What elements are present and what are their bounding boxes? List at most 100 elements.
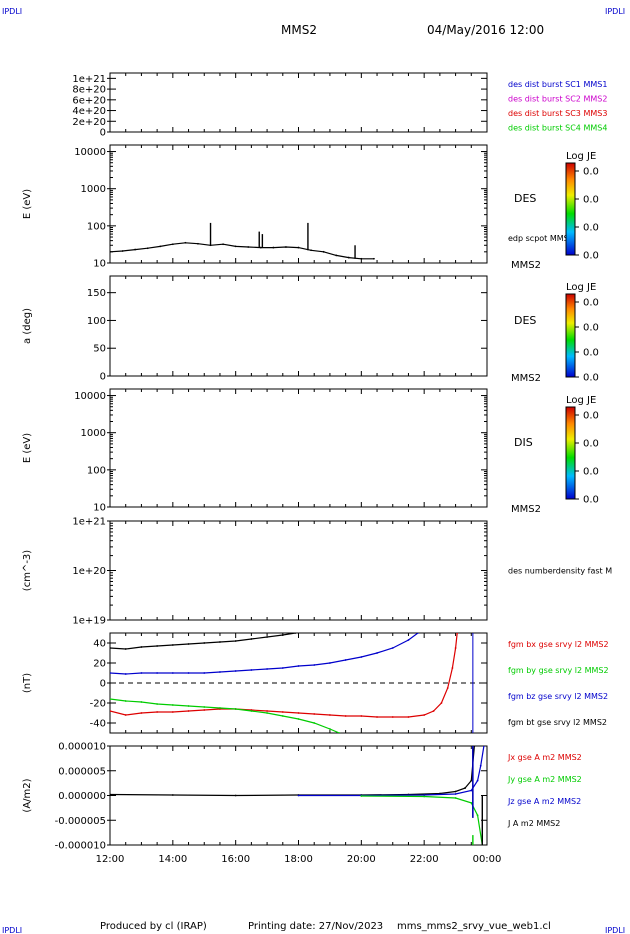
colorbar-tick-label: 0.0 <box>583 467 599 478</box>
data-point <box>124 673 127 675</box>
data-point <box>110 710 111 712</box>
data-point <box>124 648 127 650</box>
colorbar-tick-label: 0.0 <box>583 223 599 234</box>
data-point <box>285 246 287 248</box>
y-tick-label: 50 <box>93 344 106 355</box>
legend-entry: fgm bt gse srvy l2 MMS2 <box>508 718 607 727</box>
time-tick-label: 18:00 <box>284 854 313 865</box>
data-point <box>203 709 206 711</box>
side-label: DES <box>514 192 536 205</box>
colorbar-tick-label: 0.0 <box>583 298 599 309</box>
time-tick-label: 16:00 <box>221 854 250 865</box>
y-tick-label: 40 <box>93 639 106 650</box>
data-point <box>360 656 363 658</box>
data-point <box>203 706 206 708</box>
legend-entry: des numberdensity fast M <box>508 567 612 576</box>
y-tick-label: 1000 <box>81 428 106 439</box>
y-tick-label: 10000 <box>74 147 106 158</box>
legend-entry: Jx gse A m2 MMS2 <box>507 753 582 762</box>
data-point <box>146 247 149 250</box>
data-point <box>464 787 466 789</box>
data-point <box>266 710 268 712</box>
panel-des_energy: 10 100 1000 10000 E (eV) DES MMS2 edp scpot MMS… <box>22 144 599 271</box>
data-point <box>344 715 347 717</box>
data-point <box>156 645 159 647</box>
data-point <box>454 647 457 649</box>
time-tick-label: 14:00 <box>158 854 187 865</box>
data-point <box>219 707 221 709</box>
spacecraft-title: MMS2 <box>281 23 317 37</box>
colorbar-tick-label: 0.0 <box>583 167 599 178</box>
data-point <box>234 708 237 710</box>
colorbar-tick-label: 0.0 <box>583 323 599 334</box>
y-tick-label: 0.000000 <box>58 791 106 802</box>
data-point <box>470 789 473 792</box>
data-point <box>187 705 190 707</box>
data-point <box>423 794 426 796</box>
data-point <box>322 250 325 253</box>
data-point <box>187 643 190 645</box>
colorbar-tick-label: 0.0 <box>583 348 599 359</box>
y-tick-label: 100 <box>87 316 106 327</box>
colorbar-tick-label: 0.0 <box>583 495 599 506</box>
y-tick-label: 0.000010 <box>58 742 106 753</box>
series-line <box>110 633 296 650</box>
data-point <box>407 716 410 718</box>
data-point <box>219 641 221 643</box>
y-axis-label: a (deg) <box>22 308 33 344</box>
y-axis-label: E (eV) <box>22 189 33 219</box>
series-line <box>298 746 485 797</box>
series-line <box>110 633 419 675</box>
y-tick-label: 0 <box>100 128 106 139</box>
spacecraft-label: MMS2 <box>511 260 541 271</box>
data-point <box>476 779 479 782</box>
data-point <box>376 652 378 654</box>
y-tick-label: 100 <box>87 465 106 476</box>
corner-label-tl: IPDLI <box>2 7 22 16</box>
data-point <box>344 659 347 661</box>
data-point <box>281 634 284 636</box>
legend-entry: J A m2 MMS2 <box>507 819 560 828</box>
data-point <box>266 636 268 638</box>
data-point <box>297 665 300 667</box>
y-tick-label: 10 <box>93 259 106 270</box>
data-point <box>310 249 312 252</box>
legend-entry: des dist burst SC4 MMS4 <box>508 124 607 133</box>
data-point <box>423 795 426 798</box>
time-tick-label: 00:00 <box>473 854 502 865</box>
y-tick-label: 8e+20 <box>72 85 106 96</box>
plot-area <box>110 633 474 733</box>
panel-frame <box>109 388 488 508</box>
data-point <box>110 647 111 649</box>
data-point <box>110 698 111 700</box>
datetime-title: 04/May/2016 12:00 <box>427 23 544 37</box>
data-point <box>187 710 190 712</box>
data-point <box>454 790 457 793</box>
spacecraft-label: MMS2 <box>511 504 541 515</box>
data-point <box>360 715 363 717</box>
data-point <box>281 667 284 669</box>
data-point <box>347 256 350 259</box>
data-point <box>454 797 457 799</box>
data-point <box>335 254 338 257</box>
data-point <box>171 672 174 674</box>
data-point <box>171 704 174 706</box>
data-point <box>140 701 143 703</box>
data-point <box>272 246 275 249</box>
data-point <box>203 642 206 644</box>
corner-label-tr: IPDLI <box>605 7 625 16</box>
data-point <box>171 711 174 713</box>
y-axis-label: (nT) <box>22 673 33 693</box>
data-point <box>294 633 297 634</box>
colorbar-tick-label: 0.0 <box>583 373 599 384</box>
colorbar <box>565 406 576 500</box>
panel-des_pitch: 0 50 100 150 a (deg) DES MMS2 Log JE 0.0 0.0 0.0 0.… <box>22 275 599 384</box>
data-point <box>140 712 143 714</box>
data-point <box>156 703 159 705</box>
data-point <box>234 670 237 672</box>
y-tick-label: -0.000010 <box>55 841 106 852</box>
data-point <box>281 711 284 713</box>
